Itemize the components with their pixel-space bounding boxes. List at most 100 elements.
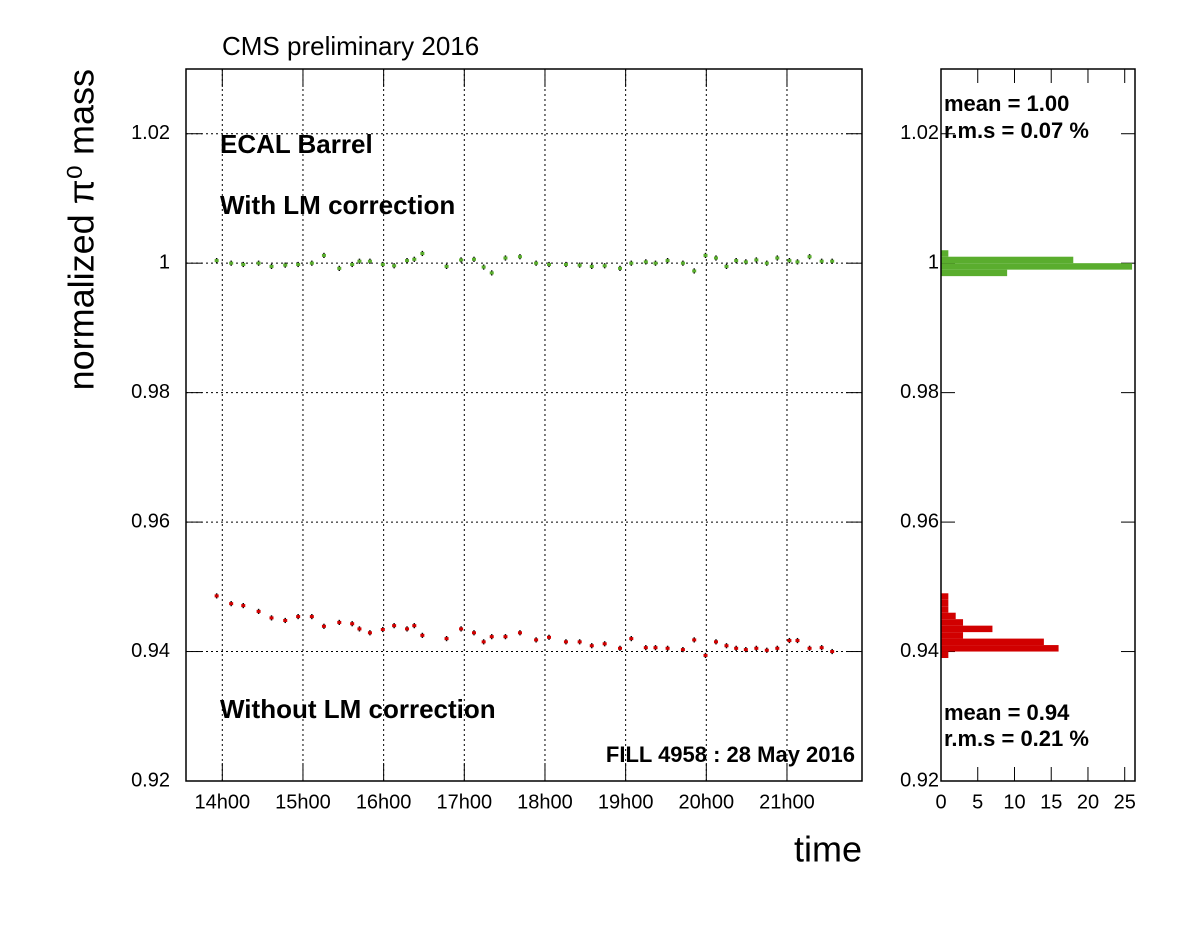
data-point [489,271,494,275]
data-point [296,262,301,266]
data-point [517,631,522,635]
x-tick-label: 15 [1040,791,1062,813]
histogram-bar [941,638,1044,646]
data-point [713,640,718,644]
x-tick-label: 17h00 [436,791,492,813]
annotation: r.m.s = 0.07 % [944,118,1089,143]
data-point [283,263,288,267]
histogram-bar [941,256,1074,264]
data-point [229,602,234,606]
data-point [629,637,634,641]
data-point [269,264,274,268]
histogram-bar [941,645,1059,652]
data-point [489,635,494,639]
data-point [214,259,219,263]
data-point [534,261,539,265]
data-point [503,256,508,260]
data-point [577,640,582,644]
data-point [617,266,622,270]
histogram-bar [941,263,1133,270]
y-tick-label: 0.96 [131,510,170,532]
data-point [665,259,670,263]
data-point [471,257,476,261]
data-point [692,638,697,642]
annotation: With LM correction [220,190,455,220]
x-tick-label: 15h00 [275,791,331,813]
y-tick-label: 0.94 [131,640,170,662]
data-point [643,260,648,264]
data-point [405,627,410,631]
data-point [775,256,780,260]
histogram-bar [941,606,949,613]
data-point [692,269,697,273]
y-tick-label: 0.94 [900,640,939,662]
x-tick-label: 20h00 [678,791,734,813]
y-tick-label: 1 [159,251,170,273]
data-point [380,628,385,632]
data-point [703,653,708,657]
data-point [602,264,607,268]
data-point [764,261,769,265]
data-point [680,648,685,652]
data-point [547,262,552,266]
x-tick-label: 16h00 [356,791,412,813]
data-point [653,646,658,650]
data-point [830,259,835,263]
y-tick-label: 0.96 [900,510,939,532]
x-tick-label: 18h00 [517,791,573,813]
x-tick-label: 10 [1003,791,1025,813]
y-tick-label: 1.02 [900,122,939,144]
chart-title: CMS preliminary 2016 [222,31,479,61]
data-point [754,258,759,262]
data-point [459,258,464,262]
data-point [405,259,410,263]
data-point [754,646,759,650]
data-point [321,624,326,628]
annotation: mean = 1.00 [944,91,1069,116]
data-point [787,259,792,263]
data-point [380,262,385,266]
data-point [471,631,476,635]
histogram-bar [941,619,964,626]
y-axis-label: normalized π⁰ mass [61,69,102,390]
histogram-bar [941,269,1008,277]
data-point [337,620,342,624]
data-point [734,259,739,263]
data-point [534,638,539,642]
data-point [807,646,812,650]
x-tick-label: 14h00 [194,791,250,813]
data-point [309,261,314,265]
y-tick-label: 1.02 [131,122,170,144]
data-point [444,637,449,641]
data-point [589,644,594,648]
y-tick-label: 1 [928,251,939,273]
data-point [309,615,314,619]
data-point [713,256,718,260]
data-point [269,616,274,620]
data-point [724,644,729,648]
data-point [357,259,362,263]
data-point [412,257,417,261]
data-point [459,627,464,631]
data-point [563,640,568,644]
data-point [256,261,261,265]
data-point [350,262,355,266]
histogram-bar [941,250,949,257]
data-point [680,261,685,265]
data-point [724,264,729,268]
data-point [420,251,425,255]
x-tick-label: 0 [935,791,946,813]
data-point [367,631,372,635]
data-point [517,255,522,259]
data-point [481,640,486,644]
data-point [819,259,824,263]
data-point [321,253,326,257]
data-point [229,261,234,265]
data-point [643,646,648,650]
data-point [563,262,568,266]
data-point [787,639,792,643]
data-point [214,594,219,598]
data-point [617,646,622,650]
data-point [830,650,835,654]
annotation: mean = 0.94 [944,700,1070,725]
